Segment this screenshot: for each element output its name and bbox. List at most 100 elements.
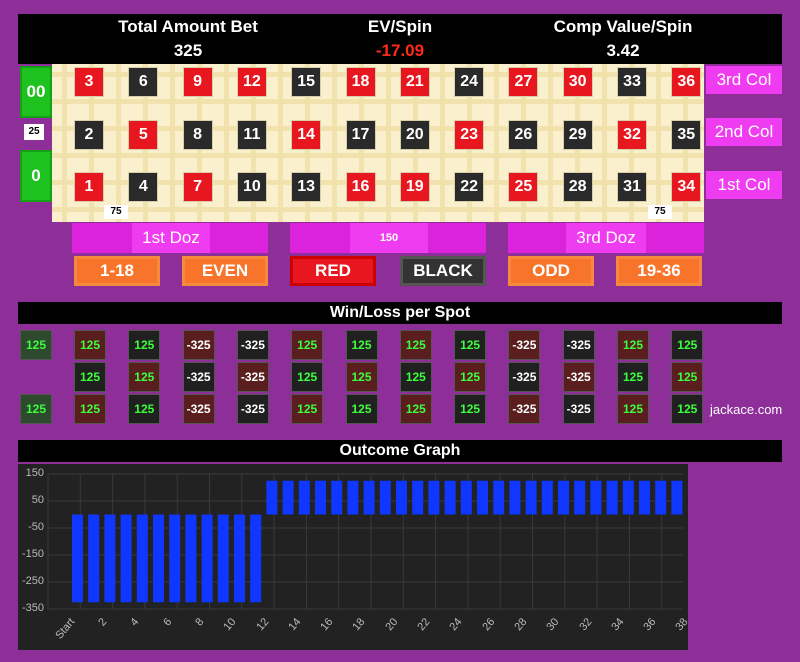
number-spot[interactable]: 25 bbox=[508, 172, 539, 202]
outcome-bar bbox=[606, 480, 618, 515]
outcome-bar bbox=[201, 514, 213, 603]
odd-bet[interactable]: ODD bbox=[508, 256, 594, 286]
y-tick-label: -50 bbox=[28, 521, 44, 533]
outcome-bar bbox=[88, 514, 100, 603]
winloss-cell: 125 bbox=[399, 330, 432, 360]
outcome-bar bbox=[217, 514, 229, 603]
number-spot[interactable]: 32 bbox=[617, 120, 647, 150]
number-spot[interactable]: 15 bbox=[291, 67, 322, 97]
number-spot[interactable]: 6 bbox=[128, 67, 159, 97]
outcome-bar bbox=[104, 514, 116, 603]
number-spot[interactable]: 33 bbox=[617, 67, 647, 97]
number-spot[interactable]: 36 bbox=[671, 67, 702, 97]
outcome-bar bbox=[639, 480, 650, 515]
high-19-36-bet[interactable]: 19-36 bbox=[616, 256, 702, 286]
winloss-zero: 125 bbox=[20, 394, 52, 424]
winloss-cell: -325 bbox=[562, 330, 595, 360]
number-spot[interactable]: 17 bbox=[345, 120, 376, 150]
y-tick-label: 50 bbox=[31, 494, 44, 506]
number-spot[interactable]: 20 bbox=[399, 120, 430, 150]
outcome-bar bbox=[250, 514, 262, 603]
black-bet[interactable]: BLACK bbox=[400, 256, 486, 286]
double-zero-spot[interactable]: 00 bbox=[20, 66, 52, 118]
third-dozen-bet[interactable]: 3rd Doz bbox=[566, 223, 646, 253]
number-spot[interactable]: 4 bbox=[128, 172, 159, 202]
outcome-bar bbox=[541, 480, 553, 515]
number-spot[interactable]: 28 bbox=[562, 172, 593, 202]
second-dozen-chip[interactable]: 150 bbox=[350, 223, 428, 253]
number-spot[interactable]: 14 bbox=[291, 120, 322, 150]
outcome-bar bbox=[477, 480, 488, 515]
first-dozen-bet[interactable]: 1st Doz bbox=[132, 223, 210, 253]
number-spot[interactable]: 3 bbox=[74, 67, 104, 97]
winloss-cell: 125 bbox=[454, 394, 487, 424]
winloss-cell: 125 bbox=[671, 394, 704, 424]
number-spot[interactable]: 18 bbox=[345, 67, 376, 97]
number-spot[interactable]: 19 bbox=[399, 172, 430, 202]
outcome-bar bbox=[72, 514, 83, 603]
outcome-bar bbox=[428, 480, 440, 515]
winloss-cell: 125 bbox=[291, 362, 324, 392]
outcome-bar bbox=[444, 480, 456, 515]
outcome-bar bbox=[558, 480, 569, 515]
low-1-18-bet[interactable]: 1-18 bbox=[74, 256, 160, 286]
winloss-cell: 125 bbox=[454, 330, 487, 360]
winloss-cell: 125 bbox=[291, 330, 324, 360]
number-spot[interactable]: 24 bbox=[454, 67, 485, 97]
number-spot[interactable]: 27 bbox=[508, 67, 539, 97]
number-spot[interactable]: 5 bbox=[128, 120, 159, 150]
first-column-bet[interactable]: 1st Col bbox=[706, 171, 782, 199]
ev-value: -17.09 bbox=[375, 41, 425, 60]
even-bet[interactable]: EVEN bbox=[182, 256, 268, 286]
number-spot[interactable]: 13 bbox=[291, 172, 322, 202]
winloss-cell: -325 bbox=[182, 362, 215, 392]
number-spot[interactable]: 7 bbox=[182, 172, 213, 202]
winloss-cell: 125 bbox=[128, 330, 161, 360]
number-spot[interactable]: 1 bbox=[74, 172, 104, 202]
outcome-bar bbox=[574, 480, 586, 515]
number-spot[interactable]: 31 bbox=[617, 172, 647, 202]
zero-split-chip: 25 bbox=[24, 124, 44, 140]
outcome-bar bbox=[315, 480, 326, 515]
winloss-cell: -325 bbox=[236, 330, 269, 360]
number-spot[interactable]: 34 bbox=[671, 172, 702, 202]
number-spot[interactable]: 35 bbox=[671, 120, 702, 150]
outcome-bar bbox=[120, 514, 132, 603]
number-spot[interactable]: 29 bbox=[562, 120, 593, 150]
number-spot[interactable]: 21 bbox=[399, 67, 430, 97]
second-column-bet[interactable]: 2nd Col bbox=[706, 118, 782, 146]
number-spot[interactable]: 9 bbox=[182, 67, 213, 97]
number-spot[interactable]: 30 bbox=[562, 67, 593, 97]
outcome-bar bbox=[298, 480, 310, 515]
y-tick-label: -150 bbox=[21, 548, 44, 560]
third-column-bet[interactable]: 3rd Col bbox=[706, 66, 782, 94]
number-spot[interactable]: 12 bbox=[236, 67, 267, 97]
number-spot[interactable]: 23 bbox=[454, 120, 485, 150]
red-bet[interactable]: RED bbox=[290, 256, 376, 286]
winloss-cell: 125 bbox=[671, 330, 704, 360]
winloss-cell: -325 bbox=[562, 362, 595, 392]
winloss-cell: -325 bbox=[508, 362, 541, 392]
number-spot[interactable]: 16 bbox=[345, 172, 376, 202]
number-spot[interactable]: 11 bbox=[236, 120, 267, 150]
corner-chip-high: 75 bbox=[648, 205, 672, 219]
zero-spot[interactable]: 0 bbox=[20, 150, 52, 202]
number-spot[interactable]: 8 bbox=[182, 120, 213, 150]
outcome-bar bbox=[525, 480, 537, 515]
winloss-cell: 125 bbox=[617, 330, 649, 360]
outcome-bar bbox=[509, 480, 521, 515]
winloss-cell: -325 bbox=[182, 330, 215, 360]
outcome-bar bbox=[347, 480, 359, 515]
number-spot[interactable]: 26 bbox=[508, 120, 539, 150]
site-credit[interactable]: jackace.com bbox=[710, 402, 783, 417]
outcome-bar bbox=[460, 480, 472, 515]
outcome-bar bbox=[234, 514, 245, 603]
number-spot[interactable]: 10 bbox=[236, 172, 267, 202]
outcome-bar bbox=[136, 514, 148, 603]
outcome-bar bbox=[412, 480, 424, 515]
winloss-cell: 125 bbox=[74, 330, 106, 360]
y-tick-label: -250 bbox=[21, 575, 44, 587]
number-spot[interactable]: 22 bbox=[454, 172, 485, 202]
winloss-cell: 125 bbox=[128, 362, 161, 392]
number-spot[interactable]: 2 bbox=[74, 120, 104, 150]
